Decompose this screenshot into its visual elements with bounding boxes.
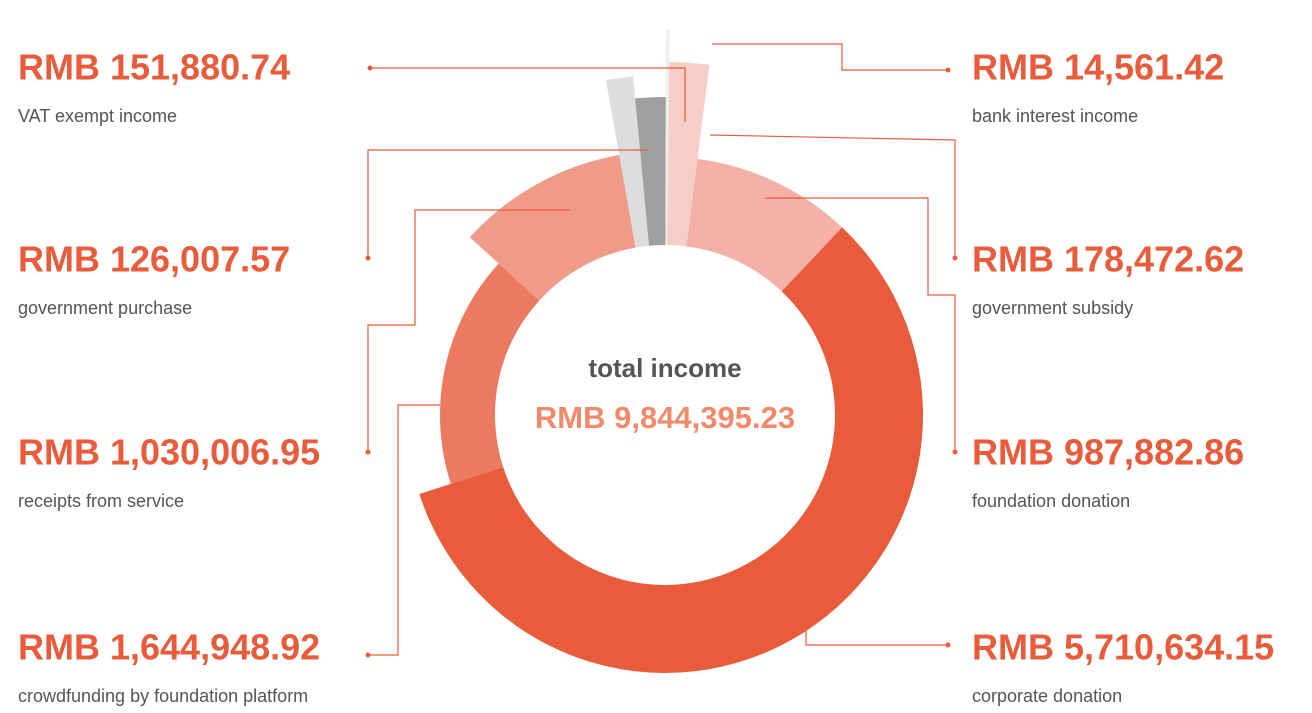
category-label: bank interest income bbox=[972, 106, 1138, 126]
value-label: RMB 14,561.42 bbox=[972, 47, 1224, 88]
leader-line bbox=[709, 134, 956, 258]
leader-line bbox=[367, 149, 648, 258]
category-label: receipts from service bbox=[18, 491, 184, 511]
leader-dot bbox=[952, 255, 958, 261]
leader-dot bbox=[365, 255, 371, 261]
center-value: RMB 9,844,395.23 bbox=[535, 400, 795, 435]
value-label: RMB 1,644,948.92 bbox=[18, 627, 320, 668]
value-label: RMB 987,882.86 bbox=[972, 432, 1244, 473]
leader-line bbox=[370, 67, 686, 122]
value-label: RMB 151,880.74 bbox=[18, 47, 290, 88]
segment bbox=[419, 227, 923, 674]
leader-dot bbox=[945, 67, 951, 73]
leader-dot bbox=[952, 449, 958, 455]
segment bbox=[665, 30, 670, 246]
leader-line bbox=[712, 43, 948, 71]
leader-dot bbox=[367, 65, 373, 71]
value-label: RMB 1,030,006.95 bbox=[18, 432, 320, 473]
segment bbox=[635, 97, 666, 246]
leader-line bbox=[805, 612, 948, 646]
category-label: government purchase bbox=[18, 298, 192, 318]
category-label: VAT exempt income bbox=[18, 106, 177, 126]
leader-dot bbox=[945, 642, 951, 648]
segment bbox=[605, 76, 650, 248]
segment bbox=[667, 62, 710, 247]
category-label: foundation donation bbox=[972, 491, 1130, 511]
value-label: RMB 178,472.62 bbox=[972, 239, 1244, 280]
segment bbox=[469, 155, 636, 301]
category-label: government subsidy bbox=[972, 298, 1133, 318]
leader-dot bbox=[365, 652, 371, 658]
leader-line bbox=[765, 197, 956, 452]
value-label: RMB 126,007.57 bbox=[18, 239, 290, 280]
segment bbox=[686, 159, 843, 292]
category-label: corporate donation bbox=[972, 686, 1122, 706]
leader-line bbox=[368, 404, 440, 656]
center-title: total income bbox=[588, 353, 741, 383]
leader-line bbox=[367, 209, 570, 452]
leader-dot bbox=[365, 449, 371, 455]
value-label: RMB 5,710,634.15 bbox=[972, 627, 1274, 668]
category-label: crowdfunding by foundation platform bbox=[18, 686, 308, 706]
segment bbox=[440, 263, 540, 484]
